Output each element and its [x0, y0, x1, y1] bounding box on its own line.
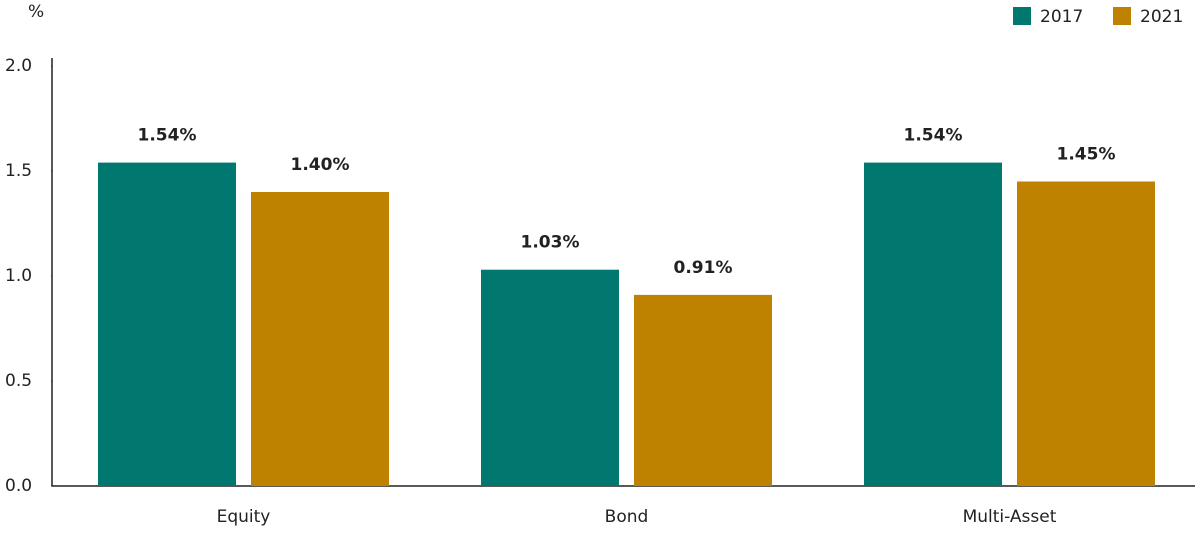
legend-label: 2017: [1040, 7, 1083, 27]
value-label: 0.91%: [674, 258, 733, 278]
bar: [1017, 181, 1155, 486]
legend-label: 2021: [1140, 7, 1183, 27]
bar: [251, 192, 389, 486]
bar: [634, 294, 772, 486]
y-tick-label: 0.5: [5, 371, 32, 391]
value-label: 1.54%: [138, 126, 197, 146]
value-label: 1.40%: [291, 155, 350, 175]
x-tick-label: Multi-Asset: [963, 507, 1057, 527]
bar: [864, 162, 1002, 486]
y-tick-label: 1.0: [5, 266, 32, 286]
y-axis-label: %: [28, 2, 44, 22]
legend-swatch: [1013, 7, 1031, 25]
y-tick-label: 1.5: [5, 161, 32, 181]
bar: [98, 162, 236, 486]
x-tick-label: Bond: [605, 507, 649, 527]
x-tick-label: Equity: [217, 507, 271, 527]
value-label: 1.03%: [521, 233, 580, 253]
value-label: 1.54%: [904, 126, 963, 146]
value-label: 1.45%: [1057, 145, 1116, 165]
bar: [481, 269, 619, 486]
y-tick-label: 2.0: [5, 56, 32, 76]
legend-swatch: [1113, 7, 1131, 25]
y-tick-label: 0.0: [5, 476, 32, 496]
